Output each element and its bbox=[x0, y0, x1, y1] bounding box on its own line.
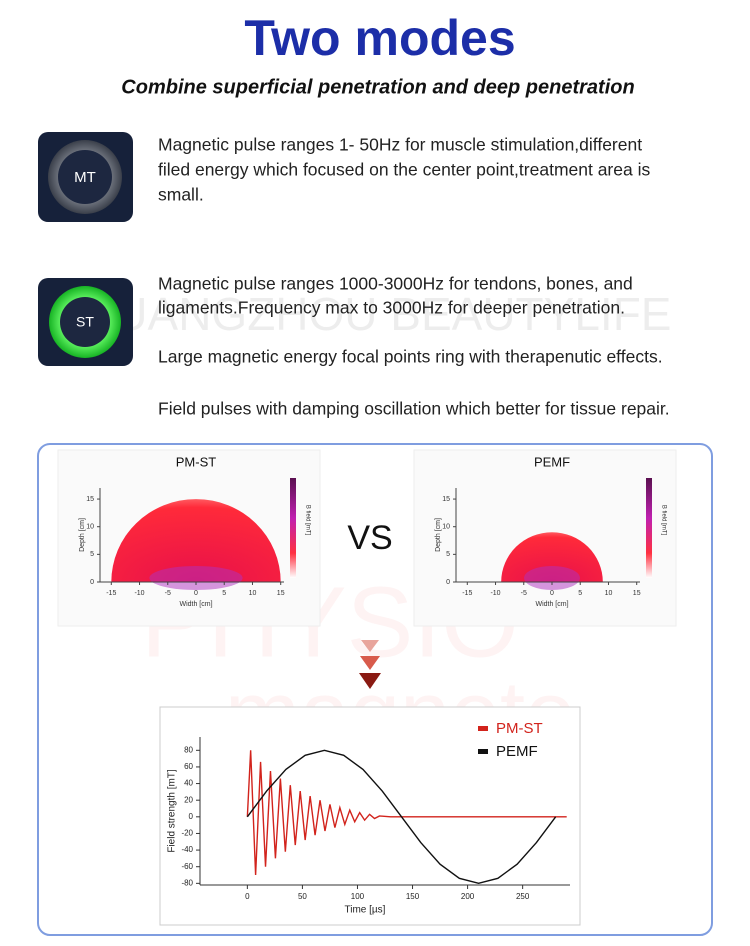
watermark: GUANGZHOU BEAUTYLIFE bbox=[79, 288, 672, 340]
x-label: Width [cm] bbox=[179, 601, 212, 608]
colorbar bbox=[646, 478, 652, 578]
mt-label: MT bbox=[74, 169, 96, 186]
x-tick-label: -15 bbox=[106, 590, 116, 597]
compare-box bbox=[37, 443, 713, 936]
x-tick-label: 0 bbox=[550, 590, 554, 597]
heatmap-title: PEMF bbox=[534, 454, 570, 469]
title: Two modes bbox=[244, 10, 515, 66]
field-core bbox=[524, 566, 580, 590]
y-tick-label: 0 bbox=[446, 579, 450, 586]
field-region bbox=[111, 499, 281, 582]
y-tick-label: 15 bbox=[442, 496, 450, 503]
x-tick-label: 250 bbox=[516, 892, 530, 901]
y-tick-label: 5 bbox=[90, 551, 94, 558]
y-label: Depth [cm] bbox=[79, 518, 86, 552]
y-tick-label: 5 bbox=[446, 551, 450, 558]
x-tick-label: 10 bbox=[605, 590, 613, 597]
mode-text: Magnetic pulse ranges 1- 50Hz for muscle… bbox=[158, 135, 642, 155]
y-tick-label: 10 bbox=[86, 524, 94, 531]
x-tick-label: 150 bbox=[406, 892, 420, 901]
field-region bbox=[501, 532, 603, 582]
y-tick-label: 40 bbox=[184, 779, 193, 788]
x-tick-label: -15 bbox=[462, 590, 472, 597]
y-tick-label: -80 bbox=[181, 878, 193, 887]
st-label: ST bbox=[76, 314, 94, 330]
y-tick-label: -20 bbox=[181, 829, 193, 838]
mode-text: filed energy which focused on the center… bbox=[158, 160, 650, 180]
x-tick-label: 15 bbox=[277, 590, 285, 597]
y-tick-label: 15 bbox=[86, 496, 94, 503]
subtitle: Combine superficial penetration and deep… bbox=[121, 76, 634, 98]
mode-text: Magnetic pulse ranges 1000-3000Hz for te… bbox=[158, 274, 633, 294]
st-core bbox=[60, 297, 110, 347]
x-tick-label: 0 bbox=[245, 892, 250, 901]
y-tick-label: 80 bbox=[184, 745, 193, 754]
mt-core bbox=[58, 150, 112, 204]
legend-swatch bbox=[478, 726, 488, 731]
legend-swatch bbox=[478, 749, 488, 754]
mode-text: small. bbox=[158, 185, 204, 205]
vs: VS bbox=[347, 519, 392, 557]
mode-text: Large magnetic energy focal points ring … bbox=[158, 347, 663, 367]
x-label: Time [µs] bbox=[345, 905, 386, 916]
x-tick-label: 0 bbox=[194, 590, 198, 597]
x-tick-label: -5 bbox=[165, 590, 171, 597]
x-tick-label: 10 bbox=[249, 590, 257, 597]
legend-label: PM-ST bbox=[496, 720, 543, 737]
colorbar-label: B field [mT] bbox=[660, 505, 666, 536]
arrow bbox=[359, 673, 381, 689]
x-tick-label: 50 bbox=[298, 892, 307, 901]
x-tick-label: 5 bbox=[222, 590, 226, 597]
x-tick-label: 100 bbox=[351, 892, 365, 901]
series-line bbox=[246, 750, 567, 876]
line-panel bbox=[159, 706, 581, 926]
series-line bbox=[246, 749, 557, 885]
x-tick-label: -5 bbox=[521, 590, 527, 597]
y-tick-label: 60 bbox=[184, 762, 193, 771]
x-label: Width [cm] bbox=[535, 601, 568, 608]
mode-text: Field pulses with damping oscillation wh… bbox=[158, 399, 670, 419]
y-tick-label: 10 bbox=[442, 524, 450, 531]
arrow bbox=[361, 640, 379, 652]
y-tick-label: 0 bbox=[189, 812, 194, 821]
heatmap-title: PM-ST bbox=[176, 454, 217, 469]
field-core bbox=[149, 566, 243, 590]
y-tick-label: -40 bbox=[181, 845, 193, 854]
mode-text: ligaments.Frequency max to 3000Hz for de… bbox=[158, 298, 625, 318]
colorbar-label: B field [mT] bbox=[304, 505, 310, 536]
legend-label: PEMF bbox=[496, 743, 538, 760]
y-tick-label: 20 bbox=[184, 795, 193, 804]
arrow bbox=[360, 656, 380, 670]
y-tick-label: 0 bbox=[90, 579, 94, 586]
x-tick-label: 5 bbox=[578, 590, 582, 597]
x-tick-label: 15 bbox=[633, 590, 641, 597]
colorbar bbox=[290, 478, 296, 578]
x-tick-label: 200 bbox=[461, 892, 475, 901]
x-tick-label: -10 bbox=[490, 590, 500, 597]
y-label: Depth [cm] bbox=[435, 518, 442, 552]
y-tick-label: -60 bbox=[181, 862, 193, 871]
x-tick-label: -10 bbox=[134, 590, 144, 597]
y-label: Field strength [mT] bbox=[167, 769, 178, 853]
